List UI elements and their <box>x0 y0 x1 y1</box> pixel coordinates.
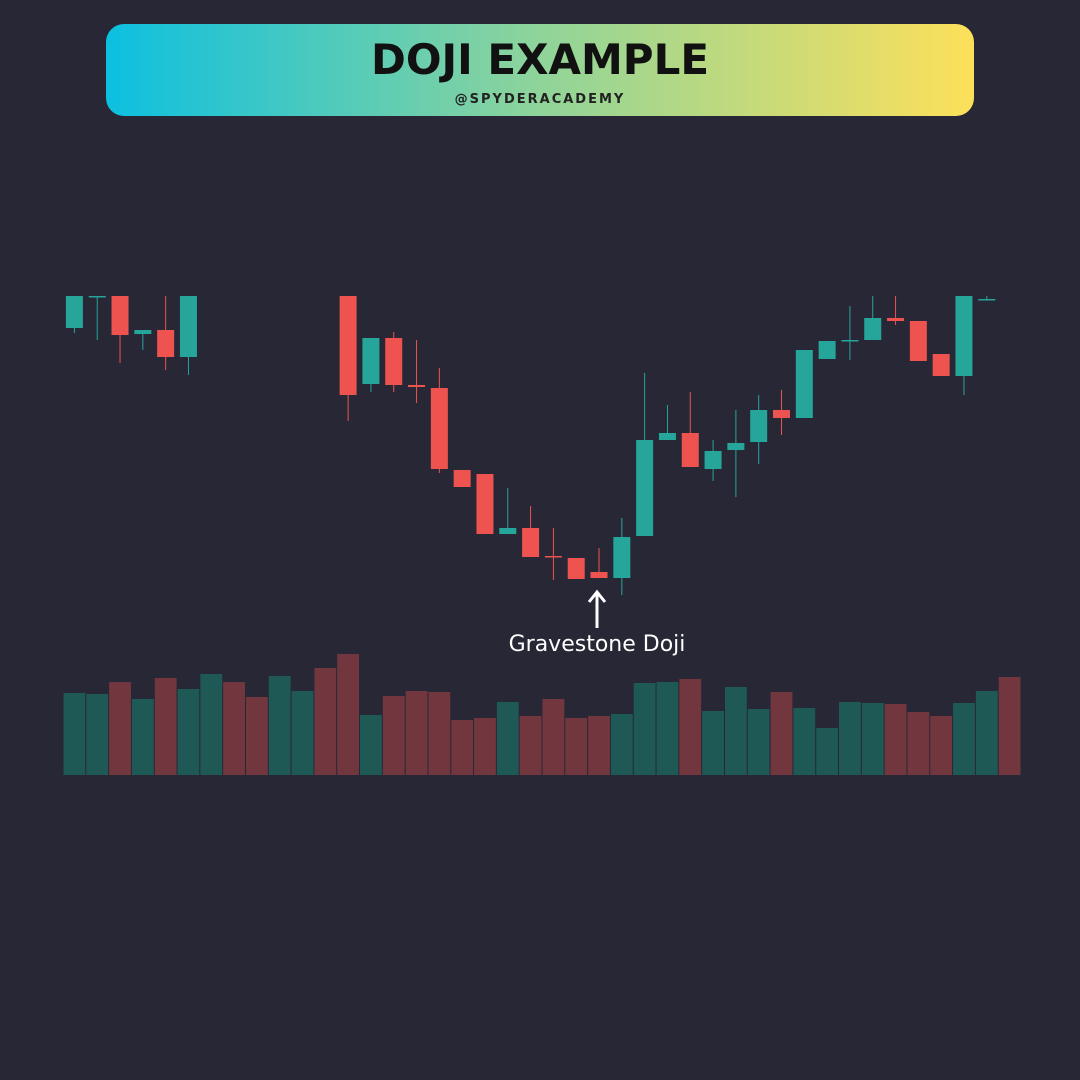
volume-bar <box>542 699 565 775</box>
candle-body <box>909 321 927 361</box>
volume-bar <box>245 697 268 775</box>
volume-bar <box>702 711 724 775</box>
volume-bar <box>268 676 291 775</box>
candle-body <box>408 385 426 387</box>
candle-body <box>864 318 882 340</box>
candle-body <box>887 318 905 321</box>
volume-bar <box>291 691 314 775</box>
volume-bar <box>747 709 770 775</box>
candle-body <box>750 410 768 442</box>
candle-body <box>65 296 83 328</box>
candle-body <box>567 558 585 579</box>
volume-bar <box>633 683 656 775</box>
volume-bar <box>930 716 953 775</box>
candle-body <box>339 296 357 395</box>
volume-bar <box>975 691 998 775</box>
volume-bar <box>428 692 451 775</box>
candle-body <box>795 350 813 418</box>
volume-bar <box>656 682 679 775</box>
volume-bar <box>610 714 633 775</box>
volume-bar <box>861 703 884 775</box>
volume-bar <box>793 708 816 775</box>
annotation-arrowhead <box>587 589 607 603</box>
candle-body <box>179 296 197 357</box>
volume-bar <box>816 728 839 775</box>
candle-body <box>727 443 745 450</box>
volume-bar <box>953 703 975 775</box>
volume-bar <box>109 682 131 775</box>
volume-bar <box>474 718 496 775</box>
candle-body <box>111 296 129 335</box>
volume-bar <box>382 696 405 775</box>
volume-bar <box>998 677 1021 775</box>
volume-bar <box>405 691 428 775</box>
volume-bar <box>451 720 474 775</box>
candle-body <box>544 556 562 558</box>
candle-body <box>818 341 836 359</box>
volume-bar <box>63 693 86 775</box>
candle-body <box>955 296 973 376</box>
candle-body <box>134 330 152 334</box>
candle-body <box>704 451 722 469</box>
volume-bar <box>588 716 610 775</box>
candle-body <box>430 388 448 469</box>
volume-bar <box>177 689 200 775</box>
candle-body <box>362 338 380 384</box>
volume-bar <box>360 715 382 775</box>
candle-body <box>978 299 996 301</box>
volume-bar <box>200 674 223 775</box>
candle-body <box>88 296 106 298</box>
candle-body <box>932 354 950 376</box>
volume-bar <box>223 682 245 775</box>
volume-bar <box>496 702 519 775</box>
candle-body <box>522 528 540 557</box>
volume-bar <box>314 668 337 775</box>
volume-bar <box>839 702 861 775</box>
volume-bar <box>86 694 109 775</box>
volume-bar <box>565 718 588 775</box>
volume-bar <box>519 716 542 775</box>
chart-subtitle: @SPYDERACADEMY <box>455 92 626 107</box>
candle-body <box>773 410 790 418</box>
annotation-text: Gravestone Doji <box>509 632 686 657</box>
candle-body <box>636 440 654 536</box>
candle-body <box>613 537 631 578</box>
candle-body <box>841 340 859 342</box>
candle-body <box>499 528 517 534</box>
candle-body <box>476 474 494 534</box>
volume-bar <box>337 654 360 775</box>
volume-bar <box>131 699 154 775</box>
candle-body <box>658 433 676 440</box>
candle-body <box>385 338 403 385</box>
header-banner <box>106 24 974 116</box>
candle-body <box>590 572 608 578</box>
annotation: Gravestone Doji <box>509 589 686 657</box>
volume-bar <box>884 704 907 775</box>
volume-bar <box>770 692 793 775</box>
chart-title: DOJI EXAMPLE <box>371 35 709 84</box>
volume-bar <box>724 687 747 775</box>
volume-bar <box>679 679 702 775</box>
candle-body <box>453 470 471 487</box>
candle-body <box>681 433 699 467</box>
candle-body <box>157 330 175 357</box>
volume-bar <box>907 712 930 775</box>
volume-bar <box>154 678 177 775</box>
